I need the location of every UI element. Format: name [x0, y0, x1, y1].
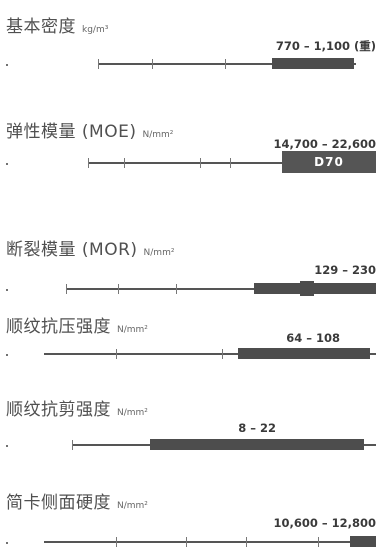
track-tick — [118, 284, 119, 294]
range-bar — [350, 536, 376, 547]
scale-start-dot — [6, 64, 8, 66]
range-label: 10,600 – 12,800 — [273, 516, 376, 530]
track-tick — [186, 537, 187, 547]
range-label: 8 – 22 — [238, 421, 276, 435]
property-title: 弹性模量 (MOE) N/mm² — [6, 122, 174, 142]
property-moe: 弹性模量 (MOE) N/mm² 14,700 – 22,600 D70 — [0, 93, 380, 173]
track-tick — [152, 59, 153, 69]
property-title: 断裂模量 (MOR) N/mm² — [6, 240, 175, 260]
range-bar — [254, 283, 376, 294]
track-tick — [230, 158, 231, 168]
property-mor: 断裂模量 (MOR) N/mm² 129 – 230 — [0, 203, 380, 296]
range-track — [0, 534, 380, 550]
range-track — [0, 437, 380, 453]
range-track — [0, 56, 380, 72]
range-bar — [150, 439, 364, 450]
track-tick — [225, 59, 226, 69]
range-bar-mean — [300, 281, 314, 296]
range-track — [0, 155, 380, 171]
track-tick — [318, 537, 319, 547]
property-shear: 顺纹抗剪强度 N/mm² 8 – 22 — [0, 397, 380, 477]
track-tick — [116, 349, 117, 359]
track-line — [88, 162, 288, 164]
track-tick — [66, 284, 67, 294]
track-tick — [116, 537, 117, 547]
track-tick — [72, 440, 73, 450]
range-label: 64 – 108 — [286, 331, 340, 345]
range-label: 14,700 – 22,600 — [273, 137, 376, 151]
property-compression: 顺纹抗压强度 N/mm² 64 – 108 — [0, 314, 380, 394]
scale-start-dot — [6, 445, 8, 447]
property-hardness: 简卡侧面硬度 N/mm² 10,600 – 12,800 — [0, 468, 380, 548]
track-tick — [88, 158, 89, 168]
track-tick — [176, 284, 177, 294]
range-label: 129 – 230 — [314, 263, 376, 277]
track-tick — [246, 537, 247, 547]
track-tick — [124, 158, 125, 168]
range-label: 770 – 1,100 (重) — [275, 39, 376, 53]
track-line — [44, 353, 376, 355]
scale-start-dot — [6, 163, 8, 165]
property-title: 基本密度 kg/m³ — [6, 17, 109, 37]
range-track — [0, 346, 380, 362]
range-bar — [272, 58, 354, 69]
track-line — [44, 541, 376, 543]
track-line — [66, 288, 376, 290]
track-tick — [200, 158, 201, 168]
track-line — [98, 63, 356, 65]
property-title: 简卡侧面硬度 N/mm² — [6, 493, 148, 513]
scale-start-dot — [6, 354, 8, 356]
scale-start-dot — [6, 289, 8, 291]
range-bar — [238, 348, 370, 359]
grade-badge: D70 — [282, 151, 376, 173]
property-density: 基本密度 kg/m³ 770 – 1,100 (重) — [0, 12, 380, 92]
track-tick — [98, 59, 99, 69]
property-title: 顺纹抗剪强度 N/mm² — [6, 400, 148, 420]
track-tick — [222, 349, 223, 359]
range-track — [0, 281, 380, 297]
property-title: 顺纹抗压强度 N/mm² — [6, 317, 148, 337]
scale-start-dot — [6, 542, 8, 544]
